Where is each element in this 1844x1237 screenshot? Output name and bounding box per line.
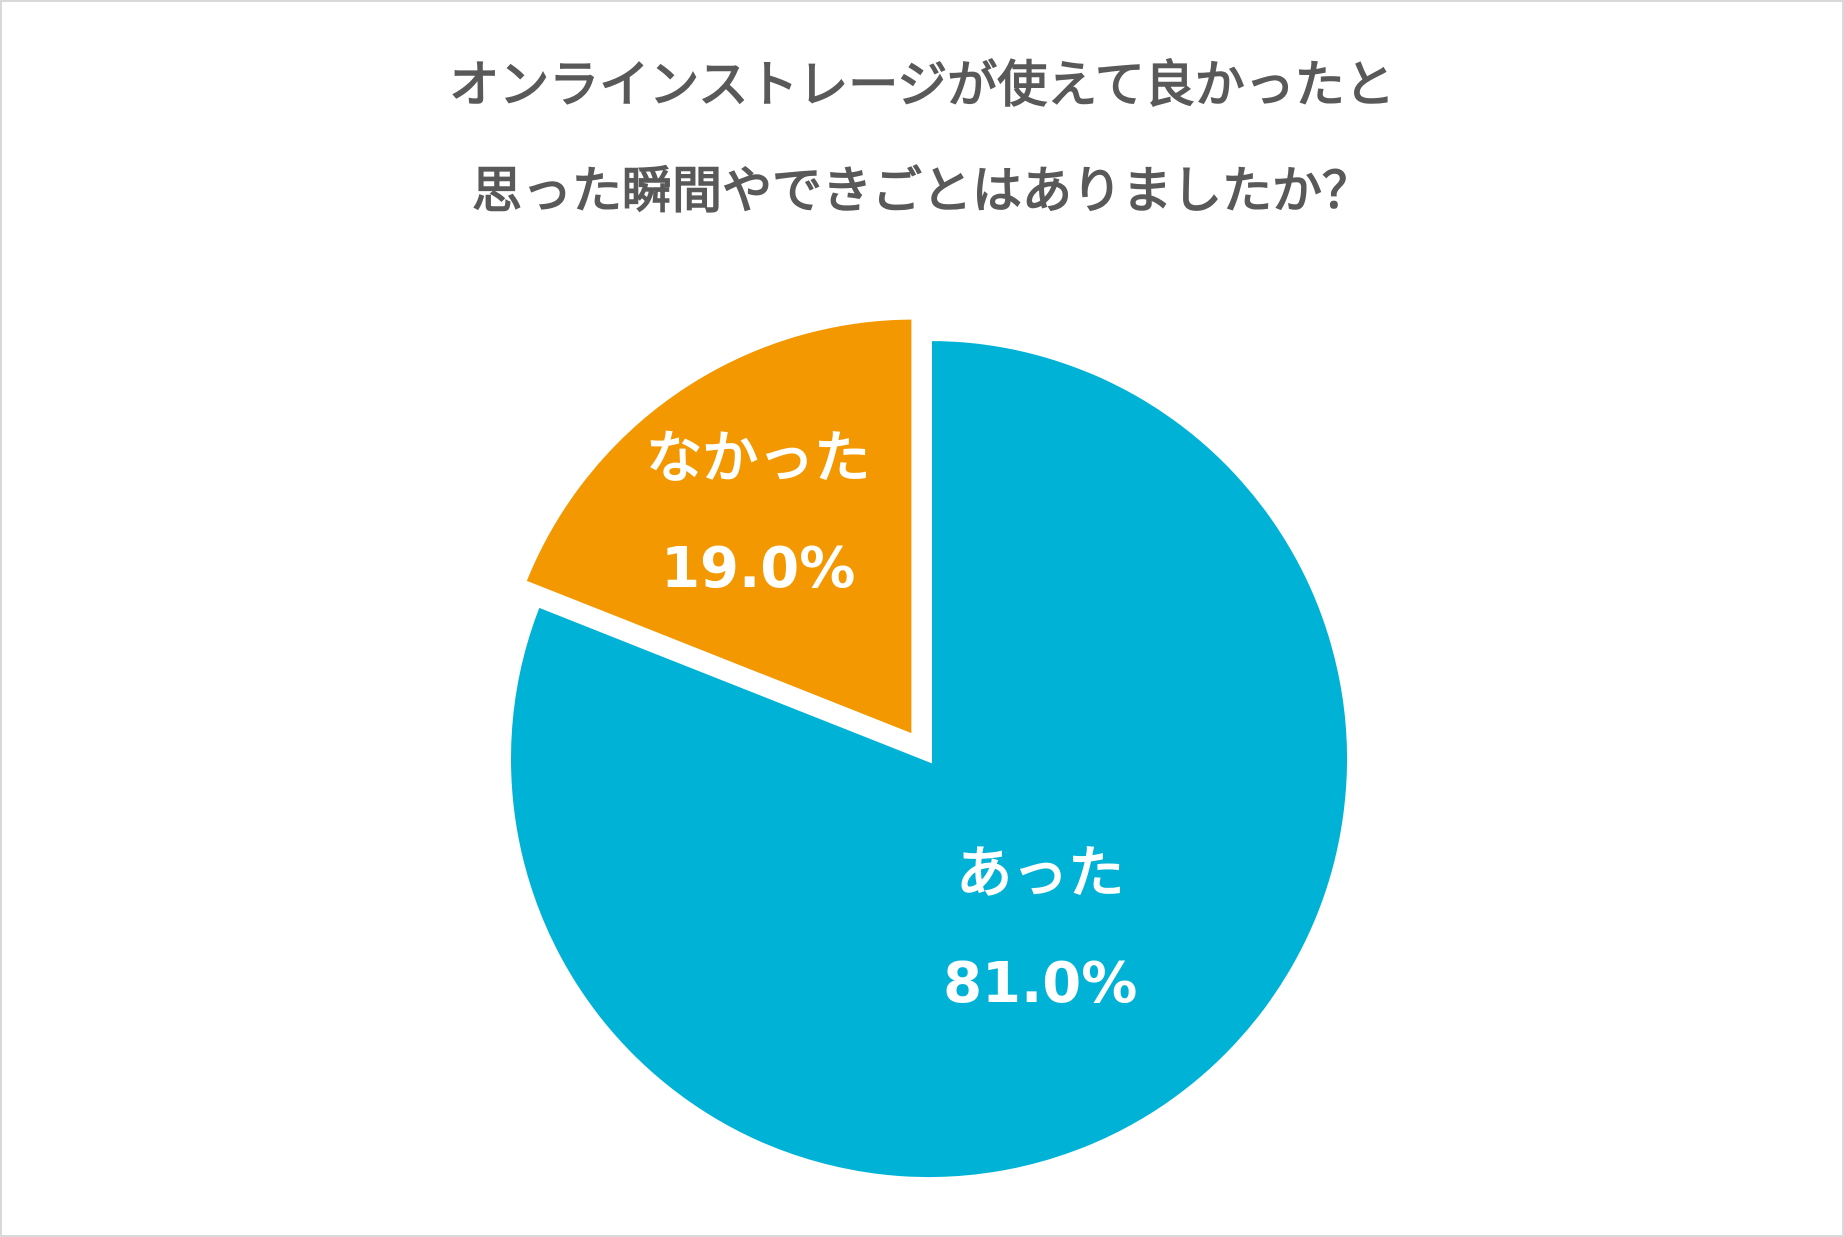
chart-title: 思った瞬間やできごとはありましたか？ [472,162,1372,220]
slice-category-label: なかった [646,426,870,491]
pie-slice [505,334,1353,1183]
pie-slice [519,313,918,742]
slice-value-label: 19.0% [661,536,855,601]
slice-value-label: 81.0% [943,951,1137,1016]
chart-title: オンラインストレージが使えて良かったと [449,56,1395,114]
slice-category-label: あった [956,841,1124,906]
